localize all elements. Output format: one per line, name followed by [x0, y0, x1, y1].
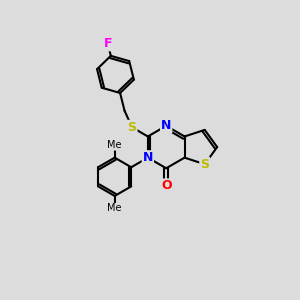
- Text: S: S: [200, 158, 209, 171]
- Text: N: N: [142, 151, 153, 164]
- Text: F: F: [103, 37, 112, 50]
- Text: N: N: [161, 119, 171, 132]
- Text: Me: Me: [107, 140, 122, 150]
- Text: S: S: [128, 121, 136, 134]
- Text: O: O: [161, 179, 172, 192]
- Text: Me: Me: [107, 203, 122, 213]
